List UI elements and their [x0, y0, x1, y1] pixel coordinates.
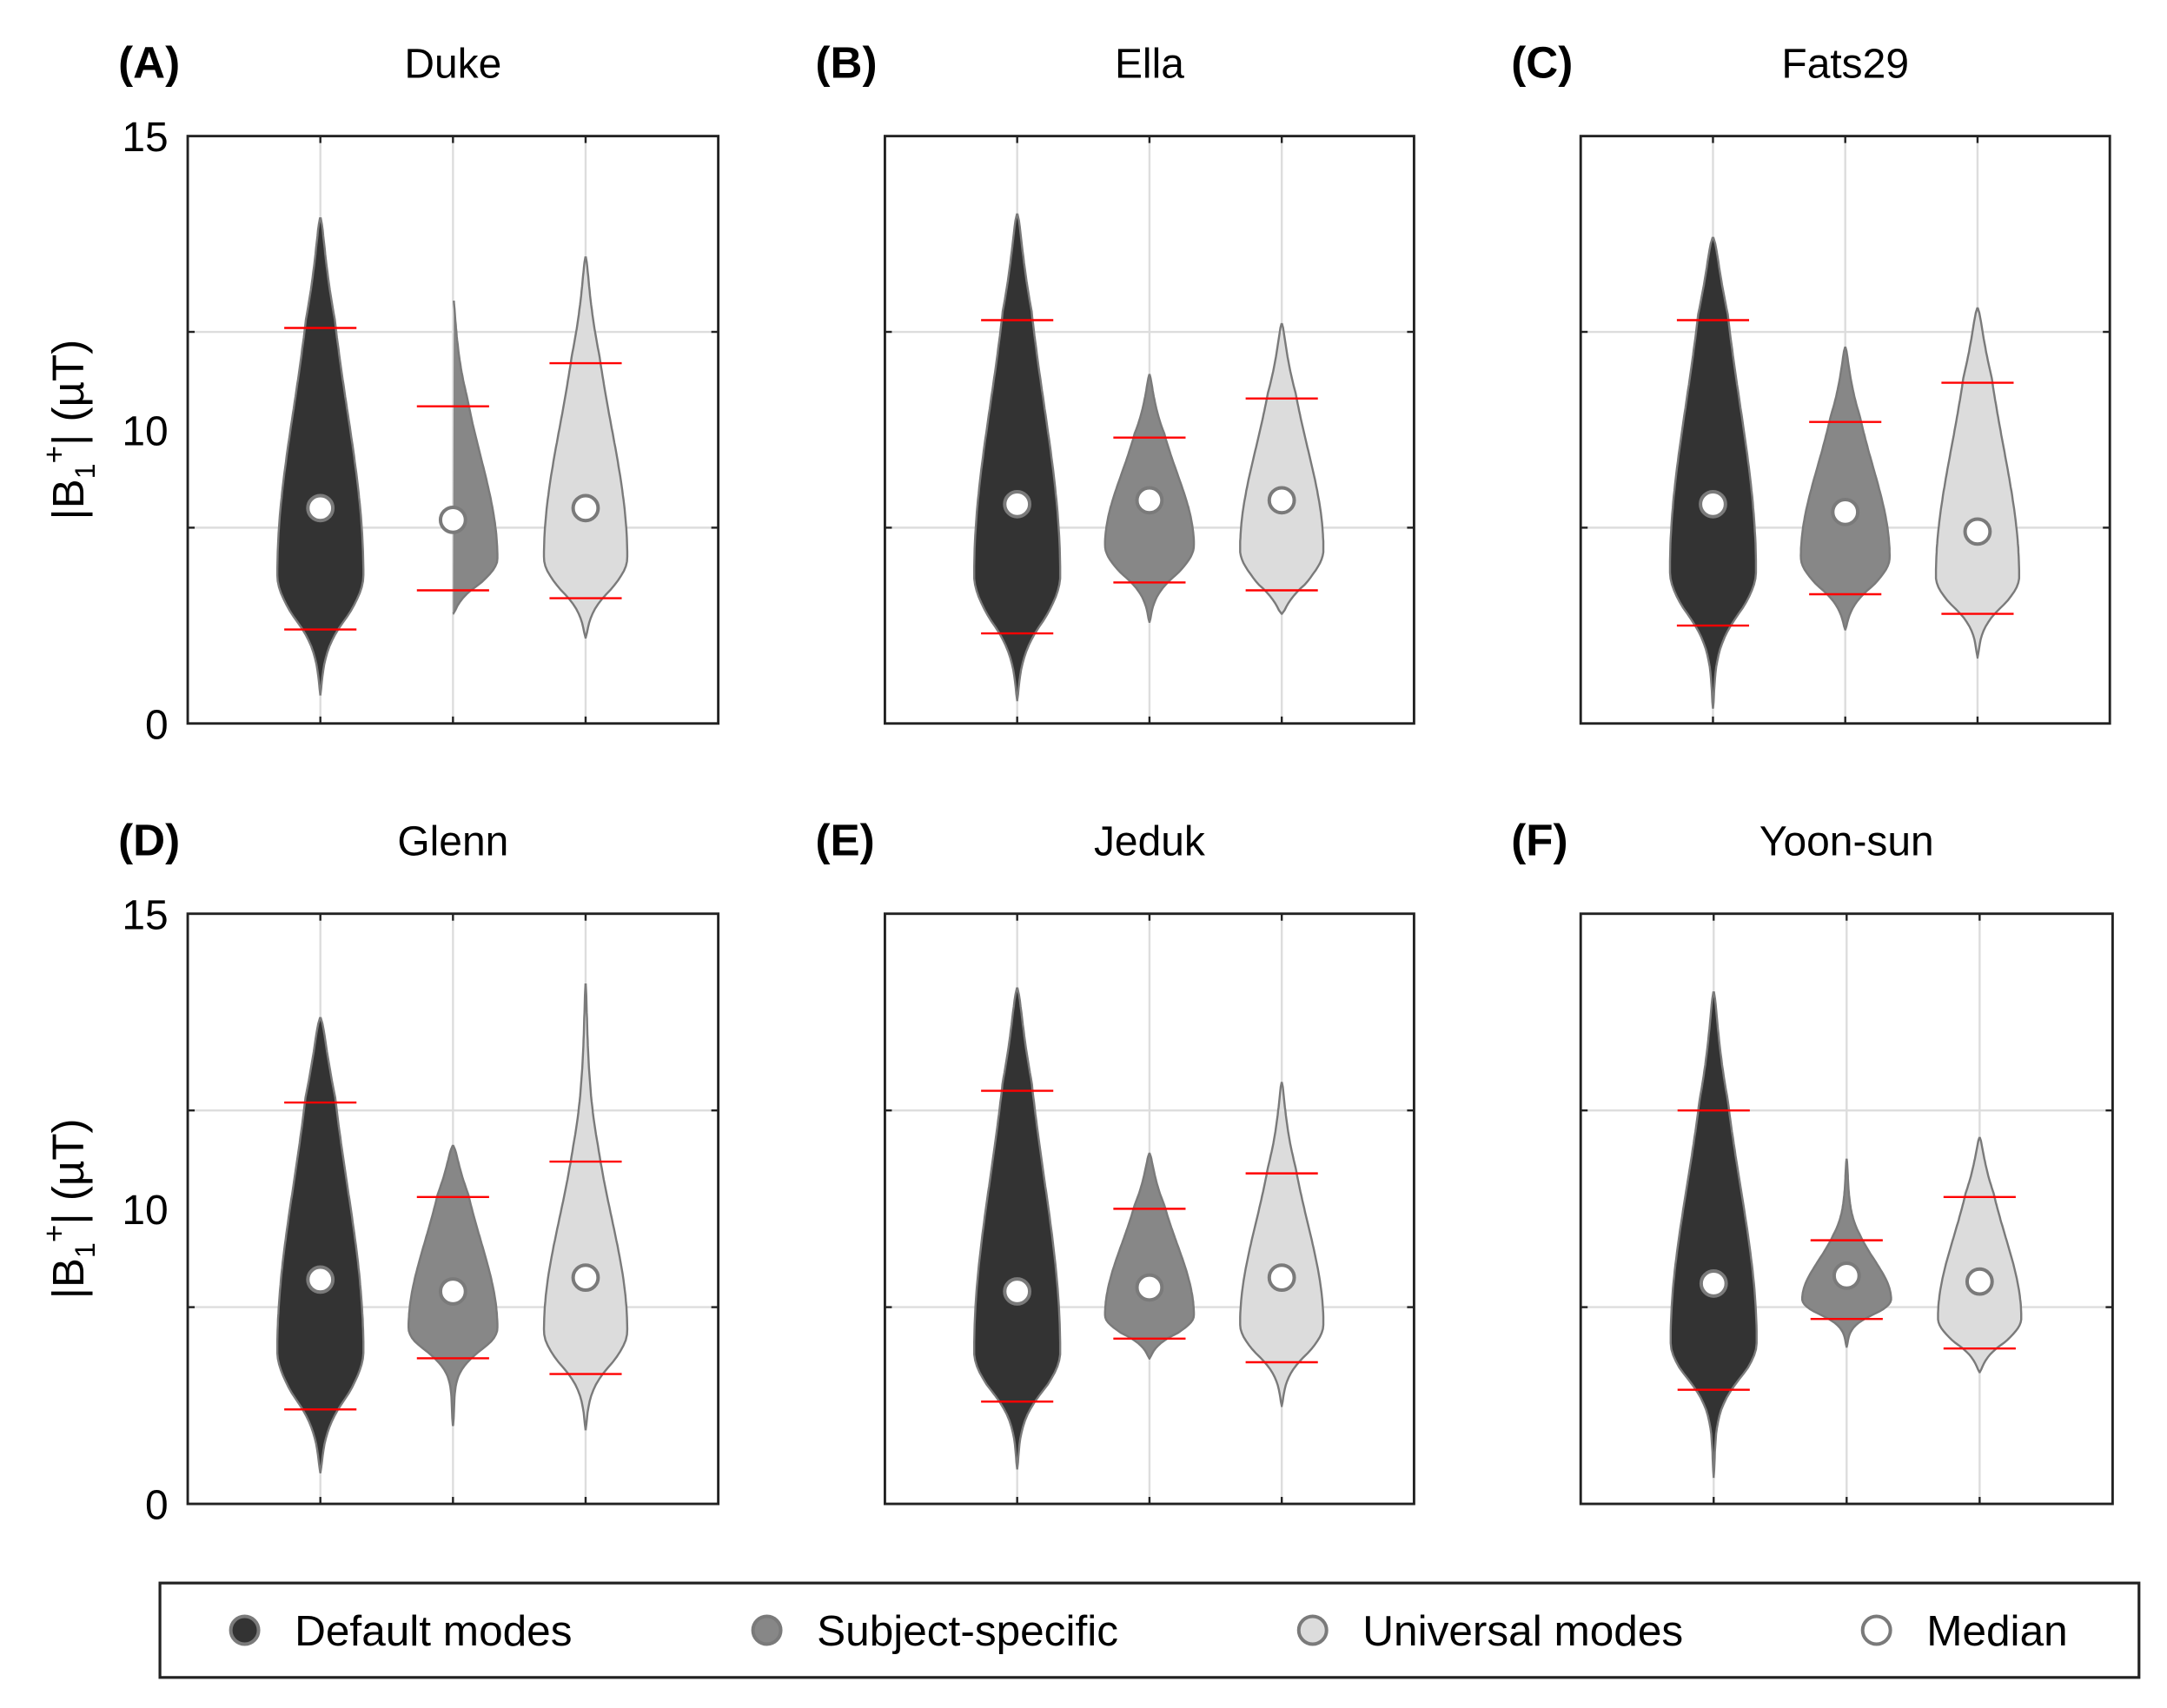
ylabel-main: |B [43, 479, 93, 520]
panel-ella: (B) Ella [816, 38, 1415, 725]
panel-glenn: (D) Glenn 0 10 15 |B1+| (µT) [37, 816, 720, 1529]
legend-box [158, 1581, 2141, 1679]
violin-0 [1669, 991, 1758, 1479]
violin-2 [1239, 322, 1325, 615]
legend-item-subject-specific: Subject-specific [751, 1607, 1118, 1655]
panel-label: (C) [1511, 38, 1573, 88]
ylabel-sub: 1 [70, 1242, 101, 1258]
ytick-label: 0 [145, 702, 169, 748]
legend: Default modes Subject-specific Universal m… [158, 1581, 2141, 1679]
axes-frame [1579, 912, 2114, 1506]
panel-label: (B) [816, 38, 878, 88]
median-marker [1267, 1263, 1296, 1293]
median-marker [1965, 1267, 1994, 1296]
panel-title: Yoon-sun [1759, 819, 1934, 865]
panel-duke: (A) Duke 0 10 15 |B1+| (µT) [37, 38, 720, 748]
legend-marker [751, 1614, 783, 1646]
ytick-label: 15 [122, 892, 168, 938]
violin-2 [542, 256, 629, 639]
ylabel-sup: + [37, 446, 71, 464]
panel-label: (E) [816, 816, 875, 865]
median-marker [1003, 1277, 1032, 1306]
violin-1 [1800, 1158, 1892, 1348]
violin-2 [1937, 1136, 2023, 1374]
ytick-label: 0 [145, 1483, 169, 1529]
median-marker [1699, 1269, 1728, 1298]
y-axis-label: |B1+| (µT) [37, 340, 101, 520]
violin-0 [973, 213, 1062, 702]
ytick-label: 10 [122, 408, 168, 454]
panel-title: Ella [1115, 42, 1184, 88]
median-marker [1963, 517, 1992, 546]
median-marker [1267, 486, 1296, 515]
violin-0 [275, 1016, 365, 1474]
legend-marker [1860, 1614, 1892, 1646]
axes-frame [186, 135, 720, 725]
panel-label: (A) [118, 38, 180, 88]
median-marker [1699, 489, 1727, 519]
violin-0 [275, 217, 365, 696]
violin-1 [1103, 1152, 1196, 1360]
median-marker [438, 505, 467, 534]
median-marker [1003, 489, 1032, 519]
panel-title: Fats29 [1781, 42, 1909, 88]
axes-frame [186, 912, 720, 1506]
violin-0 [973, 987, 1062, 1470]
panel-fats29: (C) Fats29 [1511, 38, 2111, 725]
panel-yoon-sun: (F) Yoon-sun [1511, 816, 2114, 1506]
violin-2 [1934, 307, 2021, 659]
legend-label: Universal modes [1362, 1607, 1683, 1655]
ytick-label: 10 [122, 1188, 168, 1234]
panel-title: Glenn [397, 819, 508, 865]
median-marker [1135, 486, 1164, 515]
y-axis-label: |B1+| (µT) [37, 1118, 101, 1299]
legend-label: Median [1926, 1607, 2067, 1655]
median-marker [1831, 497, 1860, 526]
ylabel-sub: 1 [70, 463, 101, 479]
panel-title: Jeduk [1094, 819, 1206, 865]
legend-marker [1296, 1614, 1329, 1646]
median-marker [1135, 1273, 1164, 1302]
axes-frame [883, 135, 1415, 725]
panel-title: Duke [404, 42, 501, 88]
median-marker [306, 1265, 335, 1294]
ylabel-tail: | (µT) [43, 1118, 93, 1224]
median-marker [571, 493, 600, 523]
legend-item-universal-modes: Universal modes [1296, 1607, 1683, 1655]
median-marker [571, 1263, 600, 1293]
legend-item-default-modes: Default modes [229, 1607, 572, 1655]
violin-0 [1668, 236, 1758, 710]
median-marker [1832, 1261, 1861, 1290]
violin-1 [452, 300, 499, 615]
panel-label: (F) [1511, 816, 1567, 865]
violin-2 [542, 983, 629, 1431]
ylabel-main: |B [43, 1258, 93, 1299]
median-marker [438, 1277, 467, 1306]
ytick-label: 15 [122, 115, 168, 161]
violin-2 [1239, 1082, 1325, 1407]
axes-frame [1579, 135, 2111, 725]
axes-frame [883, 912, 1415, 1506]
violin-1 [1799, 346, 1892, 631]
legend-label: Default modes [295, 1607, 572, 1655]
legend-marker [229, 1614, 261, 1646]
legend-label: Subject-specific [817, 1607, 1118, 1655]
ylabel-sup: + [37, 1225, 71, 1243]
legend-item-median: Median [1860, 1607, 2068, 1655]
panel-label: (D) [118, 816, 180, 865]
panel-jeduk: (E) Jeduk [816, 816, 1415, 1506]
ylabel-tail: | (µT) [43, 340, 93, 446]
median-marker [306, 493, 335, 523]
